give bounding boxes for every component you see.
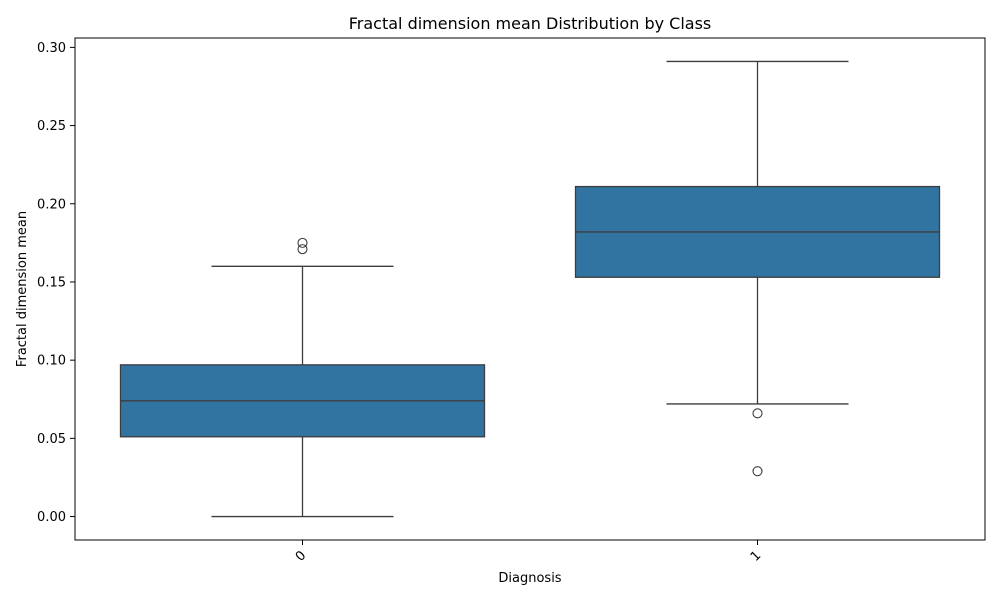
- y-tick-label: 0.25: [37, 119, 66, 134]
- outlier-point: [297, 237, 308, 248]
- box-group-1: [574, 60, 941, 477]
- axes-frame: [74, 37, 986, 541]
- axes: 0.00 0.05 0.10 0.15 0.20 0.25 0.30 0 1: [37, 37, 986, 565]
- chart-title: Fractal dimension mean Distribution by C…: [349, 14, 712, 33]
- y-tick-label: 0.15: [37, 275, 66, 290]
- x-axis-label: Diagnosis: [498, 571, 561, 586]
- outlier-point: [752, 466, 763, 477]
- box-group-0: [119, 237, 486, 518]
- y-tick-label: 0.20: [37, 197, 66, 212]
- y-tick-label: 0.00: [37, 510, 66, 525]
- x-tick-label: 0: [293, 548, 309, 564]
- y-tick-label: 0.05: [37, 432, 66, 447]
- y-axis-label: Fractal dimension mean: [15, 211, 30, 367]
- plot-area: [119, 60, 941, 518]
- x-tick-label: 1: [748, 548, 764, 564]
- y-tick-label: 0.10: [37, 354, 66, 369]
- outlier-point: [752, 408, 763, 419]
- y-tick-label: 0.30: [37, 41, 66, 56]
- outlier-point: [297, 244, 308, 255]
